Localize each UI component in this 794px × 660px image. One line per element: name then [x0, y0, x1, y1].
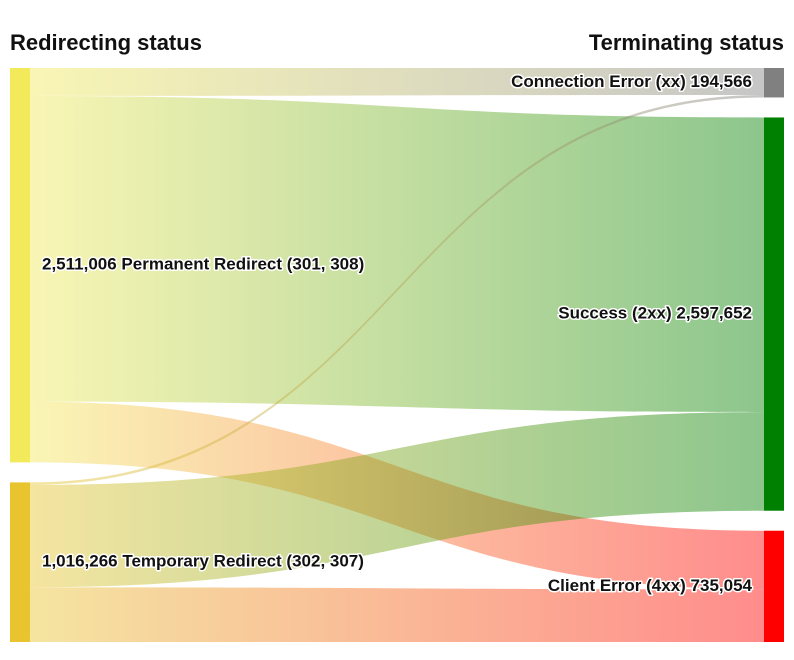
link-temp-to-succ [30, 412, 764, 588]
target-node-conn [764, 68, 784, 98]
labels-layer: Redirecting status Terminating status 2,… [10, 30, 784, 596]
target-label-client: Client Error (4xx) 735,054 [548, 576, 753, 595]
source-label-temp: 1,016,266 Temporary Redirect (302, 307) [42, 552, 364, 571]
link-temp-to-conn [30, 94, 764, 485]
target-node-succ [764, 117, 784, 511]
target-node-client [764, 530, 784, 642]
target-label-conn: Connection Error (xx) 194,566 [511, 72, 752, 91]
nodes-layer [10, 68, 784, 642]
link-perm-to-conn [30, 68, 764, 96]
link-perm-to-succ [30, 95, 764, 413]
left-header: Redirecting status [10, 30, 202, 55]
link-temp-to-client [30, 587, 764, 642]
target-label-succ: Success (2xx) 2,597,652 [558, 304, 752, 323]
source-node-temp [10, 482, 30, 642]
source-node-perm [10, 68, 30, 463]
right-header: Terminating status [589, 30, 784, 55]
links-layer [30, 68, 764, 642]
source-label-perm: 2,511,006 Permanent Redirect (301, 308) [42, 255, 364, 274]
